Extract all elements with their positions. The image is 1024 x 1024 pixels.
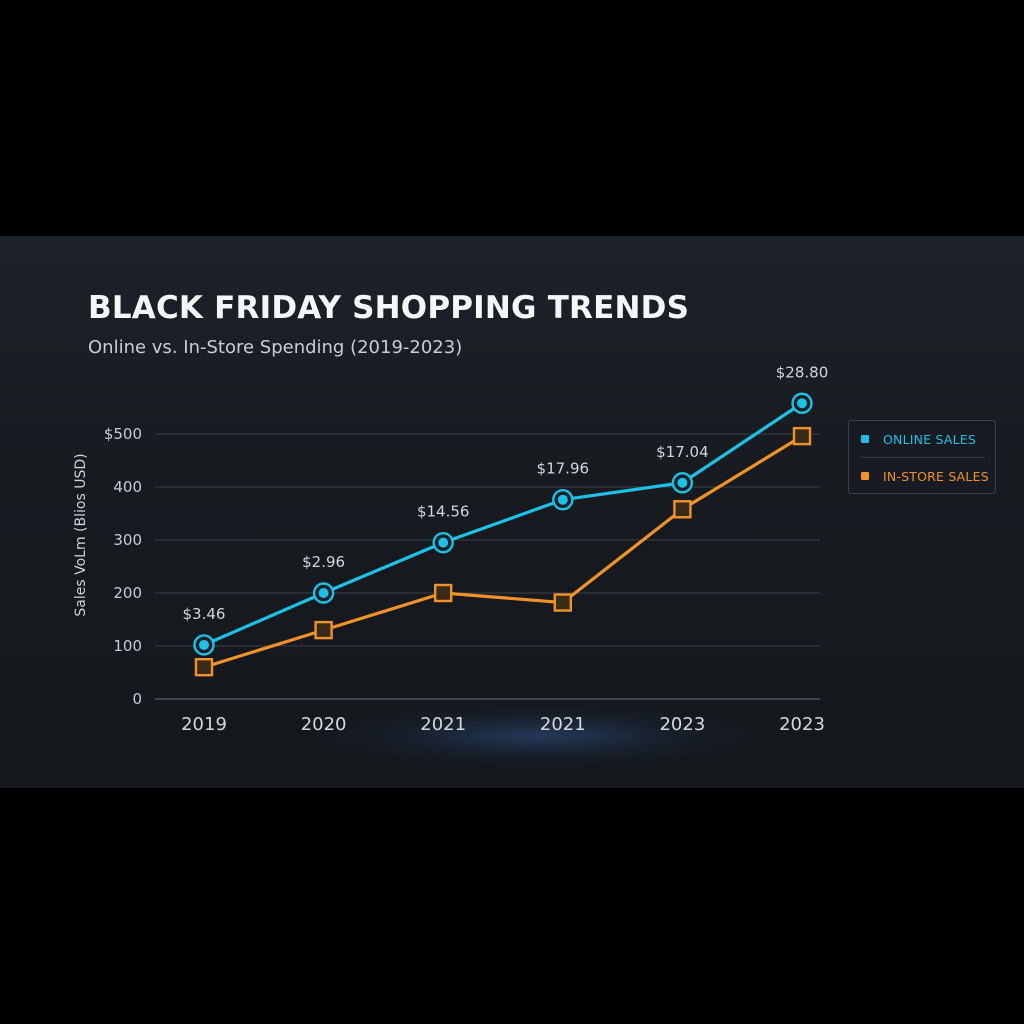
series-online-sales [193, 392, 813, 656]
data-label-online-2: $14.56 [417, 503, 470, 521]
data-labels: $3.46 $2.96 $14.56 $17.96 $17.04 $28.80 [183, 363, 829, 623]
chart-subtitle: Online vs. In-Store Spending (2019-2023) [88, 337, 463, 358]
grid-lines [155, 433, 820, 647]
x-tick-label-5: 2023 [779, 714, 825, 735]
x-tick-label-2: 2021 [420, 714, 466, 735]
y-tick-label-300: 300 [113, 531, 142, 549]
y-tick-label-100: 100 [113, 637, 142, 655]
legend-item-online-sales: ONLINE SALES [861, 421, 985, 458]
x-tick-label-3: 2021 [540, 714, 586, 735]
legend-item-in-store-sales: IN-STORE SALES [861, 458, 991, 494]
point-instore-1 [314, 620, 333, 640]
point-online-dot-3 [557, 494, 568, 505]
series-line-1 [202, 434, 804, 669]
series-in-store-sales [194, 426, 812, 677]
axes: 0 100 200 300 400 $500 2019 2020 2021 2021 2023 202… [104, 425, 825, 735]
data-label-online-0: $3.46 [183, 605, 226, 623]
x-tick-label-4: 2023 [659, 714, 705, 735]
y-tick-label-200: 200 [113, 584, 142, 602]
legend: ONLINE SALES IN-STORE SALES [848, 420, 996, 494]
legend-label-online-sales: ONLINE SALES [883, 431, 976, 447]
point-online-dot-0 [199, 639, 209, 650]
legend-swatch-in-store-sales [861, 472, 869, 480]
point-instore-2 [434, 583, 453, 603]
point-instore-3 [553, 593, 572, 612]
point-online-dot-4 [677, 477, 688, 488]
point-instore-5 [792, 426, 812, 446]
data-label-online-1: $2.96 [302, 553, 345, 571]
y-tick-label-0: 0 [132, 690, 142, 708]
point-online-dot-1 [318, 588, 329, 598]
point-online-dot-5 [797, 398, 807, 409]
point-online-dot-2 [438, 537, 449, 548]
point-instore-4 [673, 500, 692, 519]
series [193, 392, 813, 677]
legend-label-in-store-sales: IN-STORE SALES [883, 468, 989, 484]
y-axis-title: Sales VoLm (Blios USD) [73, 453, 89, 616]
series-line-0 [202, 401, 804, 647]
legend-swatch-online-sales [861, 435, 869, 443]
y-tick-label-500: $500 [104, 425, 142, 443]
data-label-online-4: $17.04 [656, 443, 709, 461]
point-instore-0 [194, 658, 214, 677]
data-label-online-3: $17.96 [537, 460, 590, 478]
x-tick-label-0: 2019 [181, 714, 227, 735]
y-tick-label-400: 400 [113, 478, 142, 496]
chart-title: BLACK FRIDAY SHOPPING TRENDS [88, 290, 690, 326]
x-tick-label-1: 2020 [301, 714, 347, 735]
data-label-online-5: $28.80 [776, 363, 829, 381]
